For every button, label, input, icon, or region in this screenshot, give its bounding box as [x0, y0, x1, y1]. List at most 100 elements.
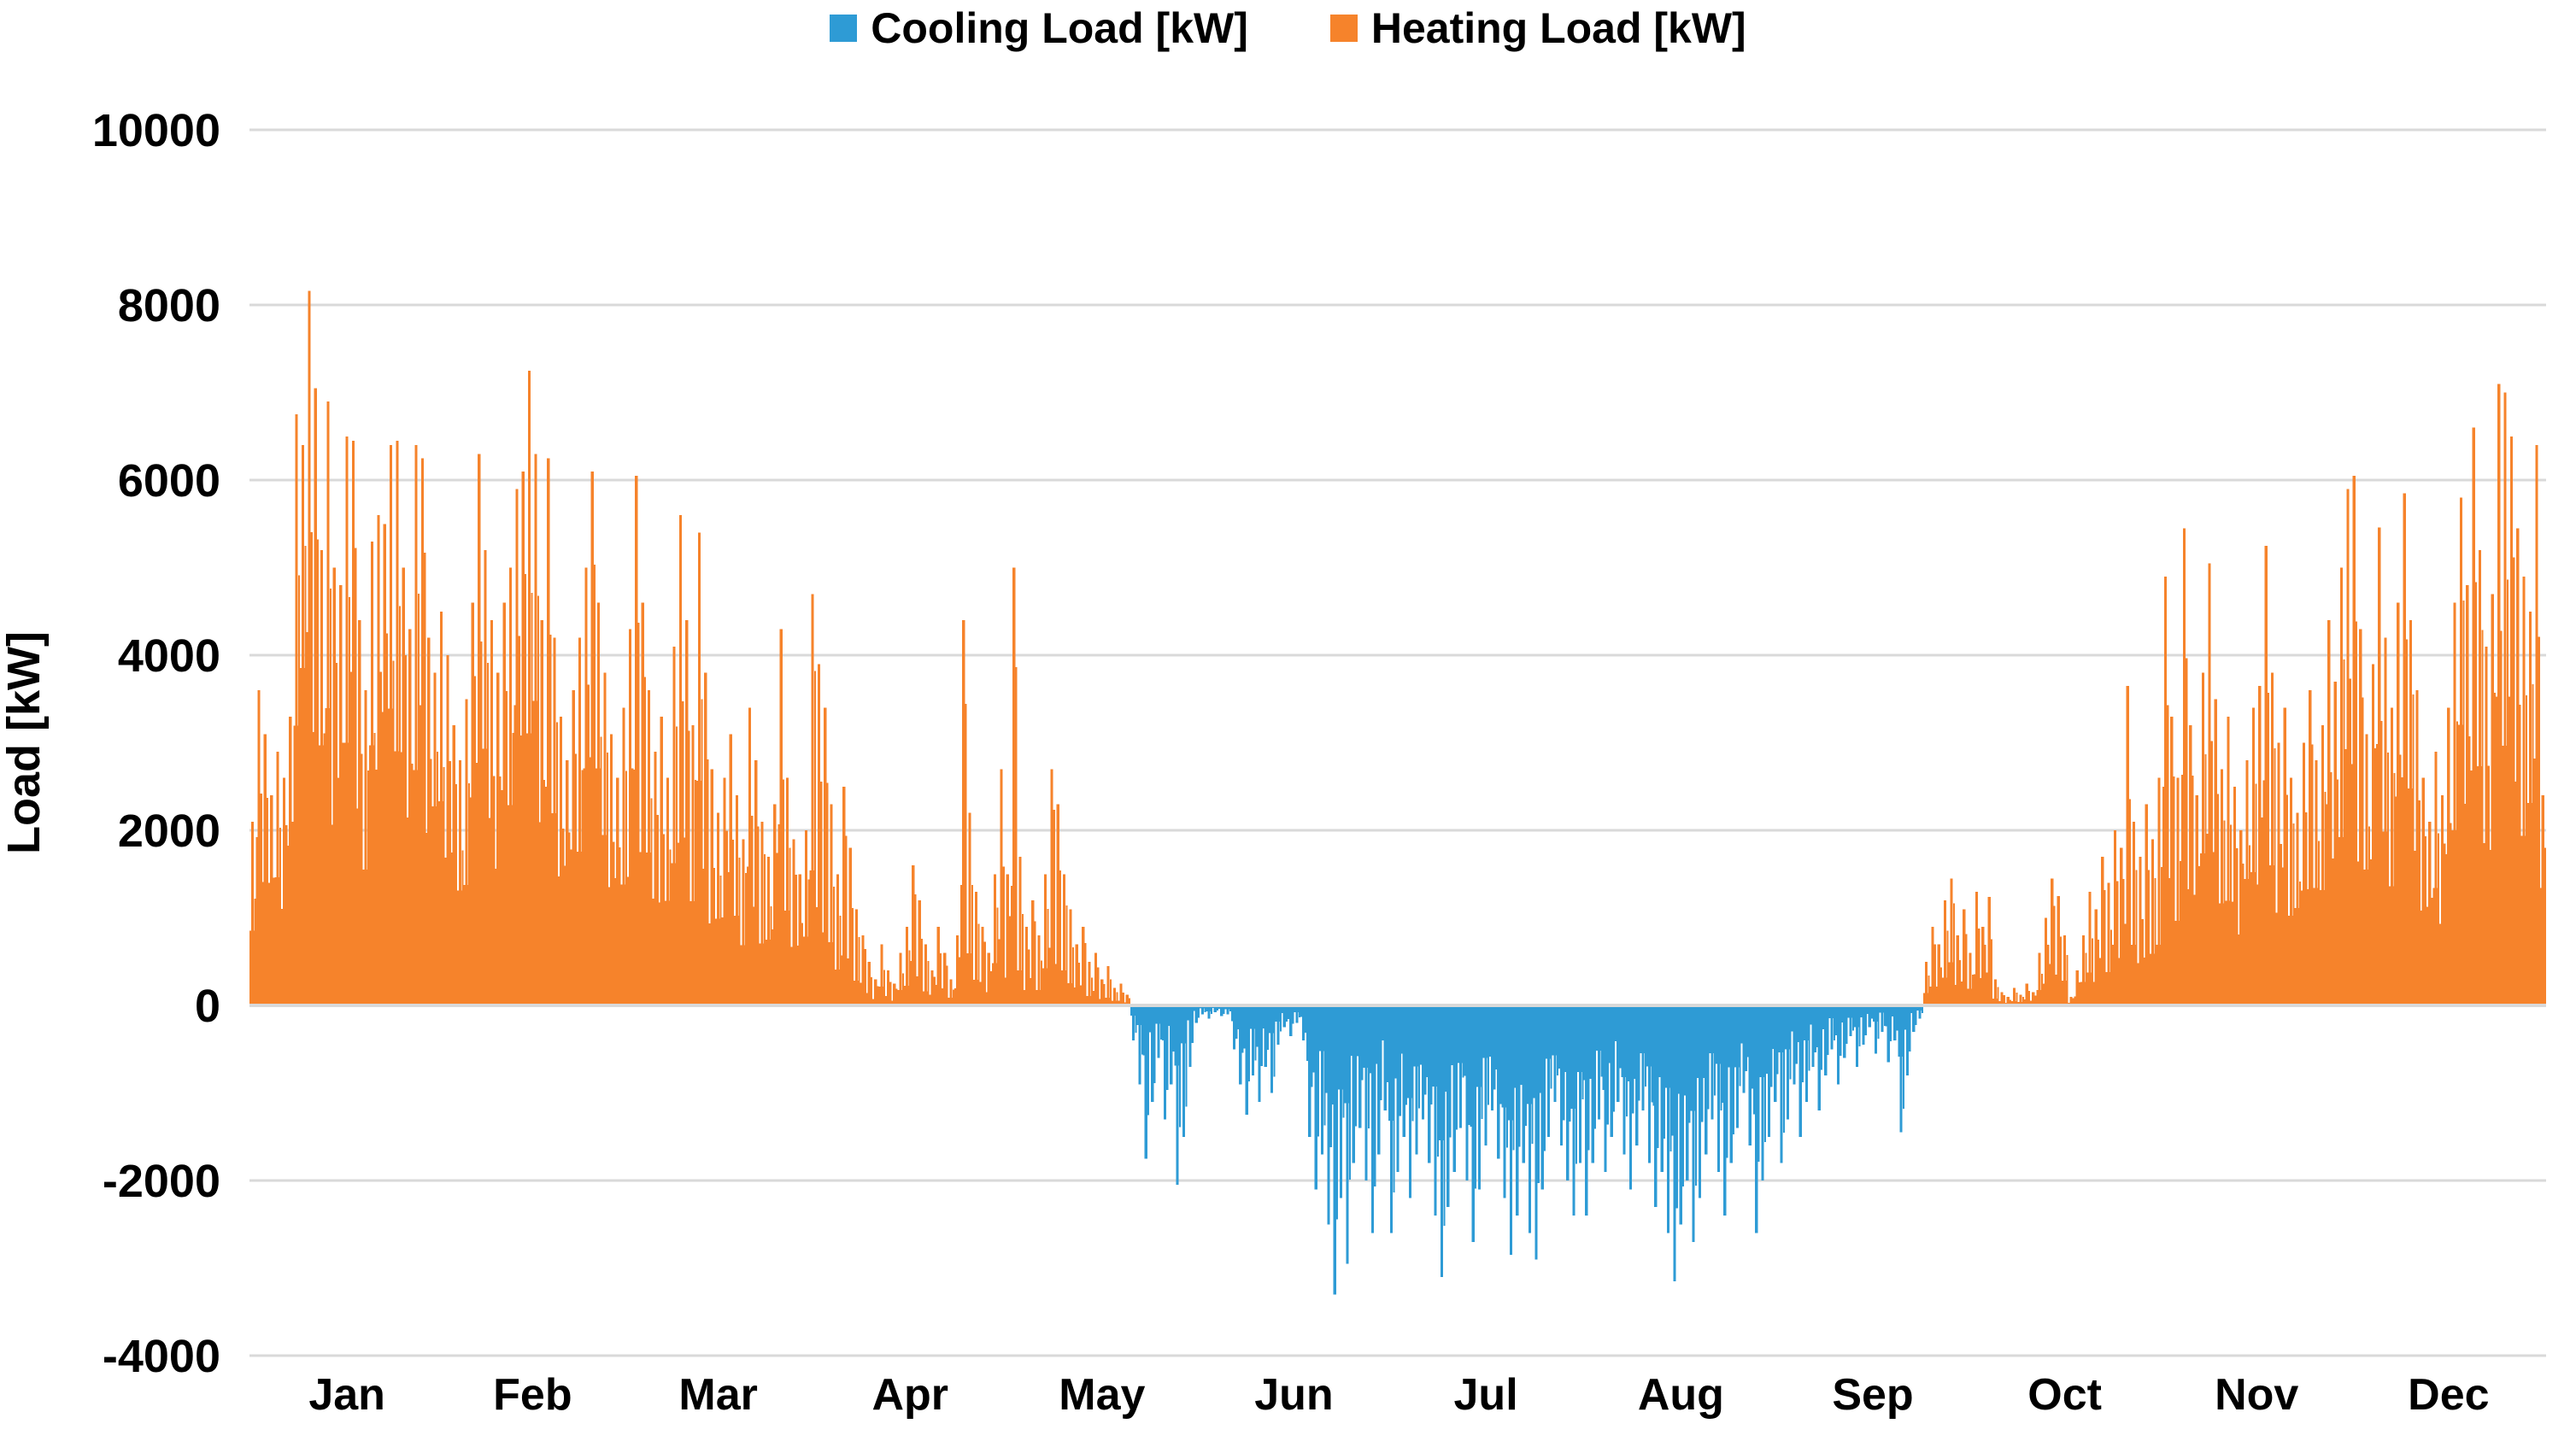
load-bar: [2397, 602, 2400, 1005]
load-bar: [1774, 1005, 1777, 1102]
load-bar: [578, 637, 582, 1005]
load-bar: [2251, 707, 2256, 1005]
load-bar: [811, 594, 814, 1005]
load-bar: [1436, 1005, 1439, 1157]
heating-bars: [249, 290, 2547, 1006]
load-bar: [1254, 1005, 1257, 1061]
load-bar: [597, 602, 601, 1005]
load-bar: [537, 595, 539, 1005]
load-bar: [1037, 935, 1041, 1005]
load-bar: [1031, 900, 1035, 1005]
load-bar: [754, 760, 758, 1005]
load-bar: [2088, 891, 2092, 1005]
load-bar: [1944, 900, 1947, 1005]
load-bar: [484, 550, 487, 1005]
load-bar: [1591, 1005, 1594, 1163]
load-bar: [2544, 847, 2547, 1005]
load-bar: [521, 471, 525, 1005]
load-bar: [1757, 1005, 1760, 1163]
load-bar: [1151, 1005, 1154, 1102]
load-bar: [1320, 1005, 1324, 1155]
load-bar: [2418, 800, 2421, 1005]
load-bar: [619, 847, 621, 1005]
load-bar: [1745, 1005, 1747, 1072]
load-bar: [631, 768, 634, 1005]
load-bar: [2362, 697, 2364, 1005]
load-bar: [405, 655, 408, 1005]
load-bar: [392, 660, 395, 1005]
load-bar: [877, 986, 879, 1005]
load-bar: [424, 552, 426, 1005]
load-bar: [2500, 630, 2503, 1005]
load-bar: [2053, 905, 2056, 1005]
load-bar: [433, 672, 437, 1005]
load-bar: [279, 827, 281, 1005]
load-bar: [2204, 753, 2207, 1005]
load-bar: [2038, 952, 2041, 1005]
load-bar: [1550, 1005, 1552, 1089]
load-bar: [2346, 489, 2350, 1005]
load-bar: [867, 961, 871, 1005]
load-bar: [1877, 1005, 1880, 1040]
load-bar: [1364, 1005, 1368, 1181]
load-bar: [1767, 1005, 1770, 1137]
load-bar: [1814, 1005, 1816, 1053]
load-bar: [1692, 1005, 1695, 1242]
load-bar: [332, 567, 336, 1005]
load-bar: [1220, 1005, 1223, 1017]
load-bar: [396, 440, 399, 1005]
load-bar: [2079, 982, 2081, 1005]
load-bar: [1217, 1005, 1219, 1011]
load-bar: [1210, 1005, 1212, 1014]
load-bar: [1176, 1005, 1179, 1186]
load-bar: [1761, 1005, 1764, 1181]
load-bar: [1434, 1005, 1437, 1216]
load-bar: [2110, 929, 2112, 1005]
load-bar: [2497, 384, 2501, 1005]
load-bar: [2139, 856, 2142, 1005]
load-bar: [1399, 1005, 1401, 1116]
load-bar: [1755, 1005, 1758, 1233]
y-tick-label: 0: [195, 981, 220, 1032]
load-bar: [480, 641, 483, 1005]
load-bar: [1305, 1005, 1307, 1033]
load-bar: [1909, 1005, 1911, 1052]
load-bar: [2440, 795, 2444, 1005]
load-bar: [2167, 705, 2169, 1005]
load-bar: [1716, 1005, 1721, 1172]
load-bar: [323, 733, 326, 1005]
load-bar: [446, 655, 449, 1005]
load-bar: [1207, 1005, 1211, 1019]
load-bar: [650, 798, 653, 1005]
load-bar: [1553, 1005, 1557, 1102]
load-bar: [2021, 996, 2024, 1005]
load-bar: [587, 684, 590, 1005]
load-bar: [304, 546, 307, 1005]
load-bar: [1475, 1005, 1477, 1189]
load-bar: [2179, 860, 2181, 1005]
load-bar: [2290, 777, 2293, 1005]
load-bar: [1928, 975, 1930, 1005]
load-bar: [685, 620, 689, 1005]
load-bar: [553, 637, 556, 1005]
load-bar: [1975, 891, 1979, 1005]
load-bar: [1946, 930, 1949, 1005]
load-bar: [1862, 1005, 1865, 1046]
load-bar: [2261, 817, 2263, 1005]
load-bar: [1503, 1005, 1506, 1198]
y-tick-label: 8000: [118, 280, 220, 331]
load-bar: [1116, 992, 1118, 1005]
month-label: Jun: [1254, 1370, 1333, 1420]
load-bar: [301, 445, 305, 1005]
load-bar: [1223, 1005, 1225, 1015]
load-bar: [402, 567, 405, 1005]
load-bar: [678, 515, 682, 1005]
load-bar: [792, 839, 795, 1005]
load-bar: [2286, 794, 2289, 1005]
load-bar: [773, 804, 777, 1005]
load-bar: [1782, 1005, 1786, 1133]
load-bar: [263, 734, 267, 1005]
load-bar: [691, 725, 695, 1005]
load-bar: [1021, 913, 1024, 1005]
